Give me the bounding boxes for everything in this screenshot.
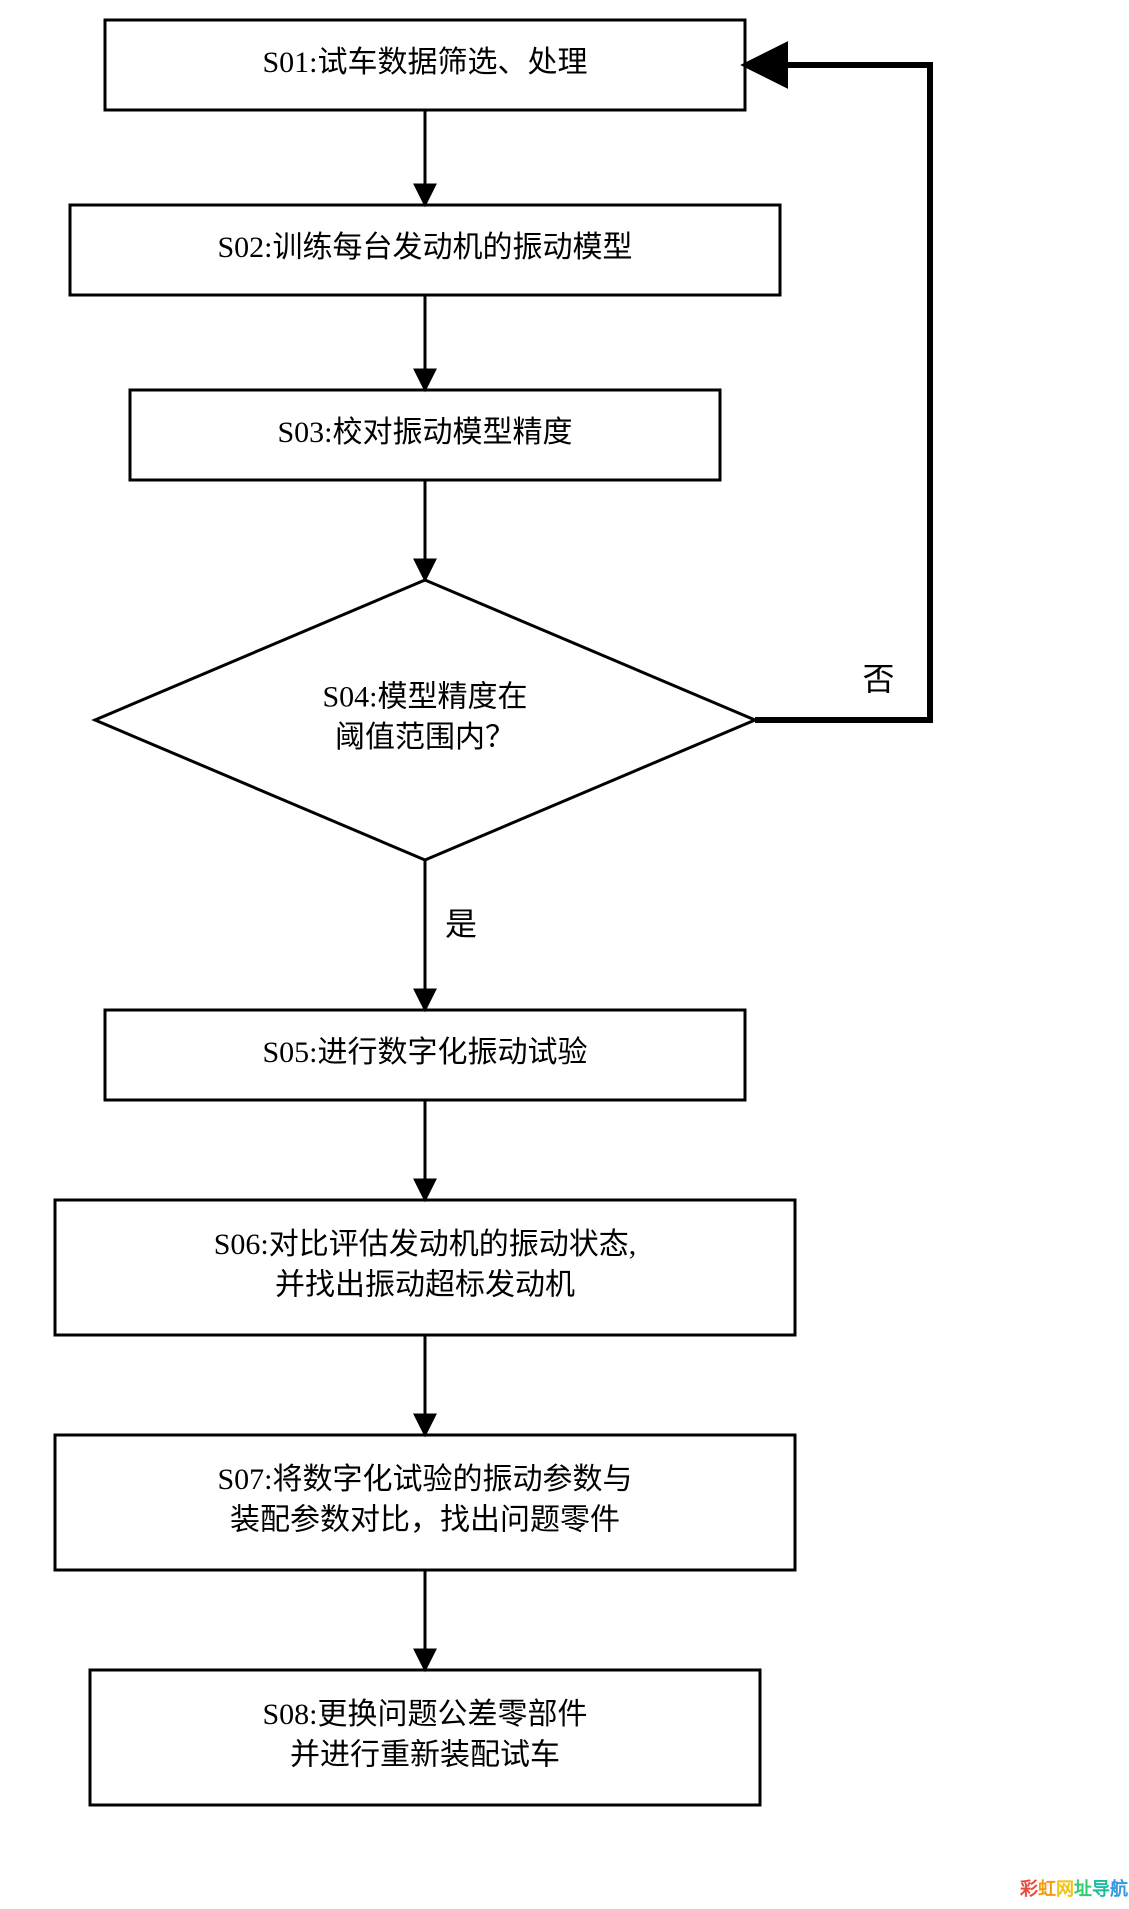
flow-node-s07 [55,1435,795,1570]
flow-node-label: S04:模型精度在 [322,681,527,714]
flow-node-label: S07:将数字化试验的振动参数与 [217,1463,632,1496]
flow-node-label: 装配参数对比，找出问题零件 [230,1504,620,1537]
flow-node-label: S03:校对振动模型精度 [277,416,572,449]
flow-decision-s04 [95,580,755,860]
flow-node-label: S08:更换问题公差零部件 [262,1698,587,1731]
flow-edge-feedback [745,65,930,720]
flow-node-label: 阈值范围内？ [335,721,515,754]
flow-node-label: 并找出振动超标发动机 [275,1269,575,1302]
flow-edge-label: 否 [863,661,895,697]
flow-node-label: S06:对比评估发动机的振动状态, [214,1228,637,1261]
flow-node-s06 [55,1200,795,1335]
flow-node-label: 并进行重新装配试车 [290,1739,560,1772]
flow-node-label: S05:进行数字化振动试验 [262,1036,587,1069]
flow-node-label: S01:试车数据筛选、处理 [262,46,587,79]
flow-node-s08 [90,1670,760,1805]
flow-node-label: S02:训练每台发动机的振动模型 [217,231,632,264]
watermark: 彩虹网址导航 [1019,1878,1128,1899]
flow-edge-label: 是 [445,906,477,942]
